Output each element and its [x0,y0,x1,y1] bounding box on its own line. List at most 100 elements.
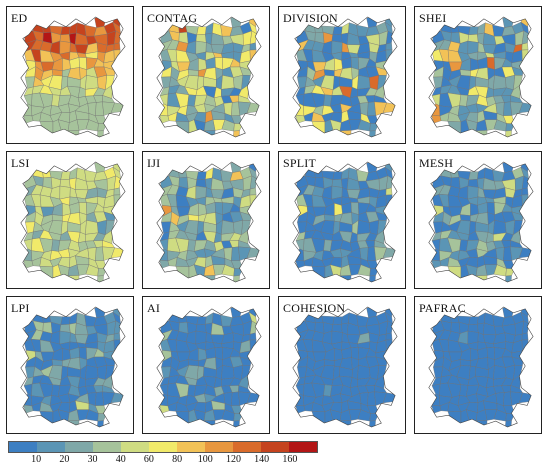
subbasin-polygon [69,167,78,180]
region-boundary [428,161,534,283]
region-mask [7,7,133,143]
panel-title: LPI [11,301,30,315]
subbasin-polygon [477,22,486,35]
legend-tick-label: 10 [31,454,42,465]
legend-swatch [261,442,289,452]
subbasin-polygon [60,171,71,181]
legend-tick-label: 100 [197,454,213,465]
subbasin-polygon [334,348,343,361]
subbasin-polygon [97,74,108,90]
subbasin-polygon [357,75,371,90]
map-panel-ed: ED [6,6,134,144]
subbasin-polygon [369,219,380,235]
subbasin-polygon [205,167,214,180]
contag-map [143,7,269,143]
subbasin-polygon [505,364,516,380]
region-boundary [156,306,262,428]
map-grid: ED CONTAG DIVISION SHEI LSI IJI SPLIT ME… [6,6,546,436]
legend-tick-label: 120 [225,454,241,465]
subbasin-polygon [369,74,380,90]
legend-swatch [233,442,261,452]
region-boundary [292,161,398,283]
map-panel-contag: CONTAG [142,6,270,144]
subbasin-polygon [97,219,108,235]
region-mask [279,152,405,288]
legend-tick-label: 20 [59,454,70,465]
subbasin-polygon [62,203,71,216]
region-mask [279,297,405,433]
subbasin-polygon [470,203,479,216]
subbasin-polygon [196,316,207,326]
subbasin-polygon [493,365,507,380]
subbasin-polygon [23,114,34,124]
subbasin-polygon [431,114,442,124]
panel-title: MESH [419,156,454,170]
subbasin-polygon [295,404,306,414]
lsi-map [7,152,133,288]
subbasin-polygon [62,58,71,71]
legend-tick-label: 160 [282,454,298,465]
ai-map [143,297,269,433]
subbasin-polygon [159,259,170,269]
subbasin-polygon [385,332,393,341]
subbasin-polygon [459,214,471,222]
subbasin-polygon [431,404,442,414]
legend-tick-label: 60 [143,454,154,465]
region-mask [143,297,269,433]
subbasin-polygon [521,332,529,341]
panel-title: PAFRAC [419,301,466,315]
panel-title: LSI [11,156,30,170]
mesh-map [415,152,541,288]
subbasin-polygon [69,22,78,35]
subbasin-polygon [249,42,257,51]
subbasin-polygon [60,316,71,326]
subbasin-polygon [69,312,78,325]
ed-map [7,7,133,143]
subbasin-polygon [477,312,486,325]
region-boundary [156,16,262,138]
panel-title: AI [147,301,161,315]
subbasin-polygon [205,22,214,35]
map-panel-mesh: MESH [414,151,542,289]
legend-swatch [177,442,205,452]
subbasin-polygon [332,171,343,181]
subbasin-polygon [295,114,306,124]
subbasin-polygon [468,316,479,326]
subbasin-polygon [221,365,235,380]
subbasin-polygon [357,365,371,380]
panel-title: DIVISION [283,11,338,25]
subbasin-polygon [97,364,108,380]
subbasin-polygon [493,220,507,235]
subbasin-polygon [198,58,207,71]
panel-title: CONTAG [147,11,198,25]
region-boundary [20,161,126,283]
subbasin-polygon [505,219,516,235]
region-boundary [428,16,534,138]
subbasin-polygon [334,203,343,216]
legend-swatch [93,442,121,452]
subbasin-polygon [23,404,34,414]
region-mask [415,7,541,143]
subbasin-polygon [459,69,471,77]
subbasin-polygon [341,22,350,35]
map-panel-lsi: LSI [6,151,134,289]
subbasin-polygon [249,332,257,341]
region-mask [143,152,269,288]
color-legend: 10 20 30 40 60 80 100 120 140 160 [8,441,318,469]
subbasin-polygon [323,359,335,367]
subbasin-polygon [159,404,170,414]
legend-swatch [37,442,65,452]
subbasin-polygon [198,348,207,361]
subbasin-polygon [323,69,335,77]
legend-tick-label: 30 [87,454,98,465]
subbasin-polygon [341,167,350,180]
region-mask [415,297,541,433]
subbasin-polygon [470,58,479,71]
region-boundary [428,306,534,428]
region-boundary [20,16,126,138]
subbasin-polygon [159,114,170,124]
subbasin-polygon [249,187,257,196]
subbasin-polygon [233,219,244,235]
subbasin-polygon [332,316,343,326]
subbasin-polygon [62,348,71,361]
